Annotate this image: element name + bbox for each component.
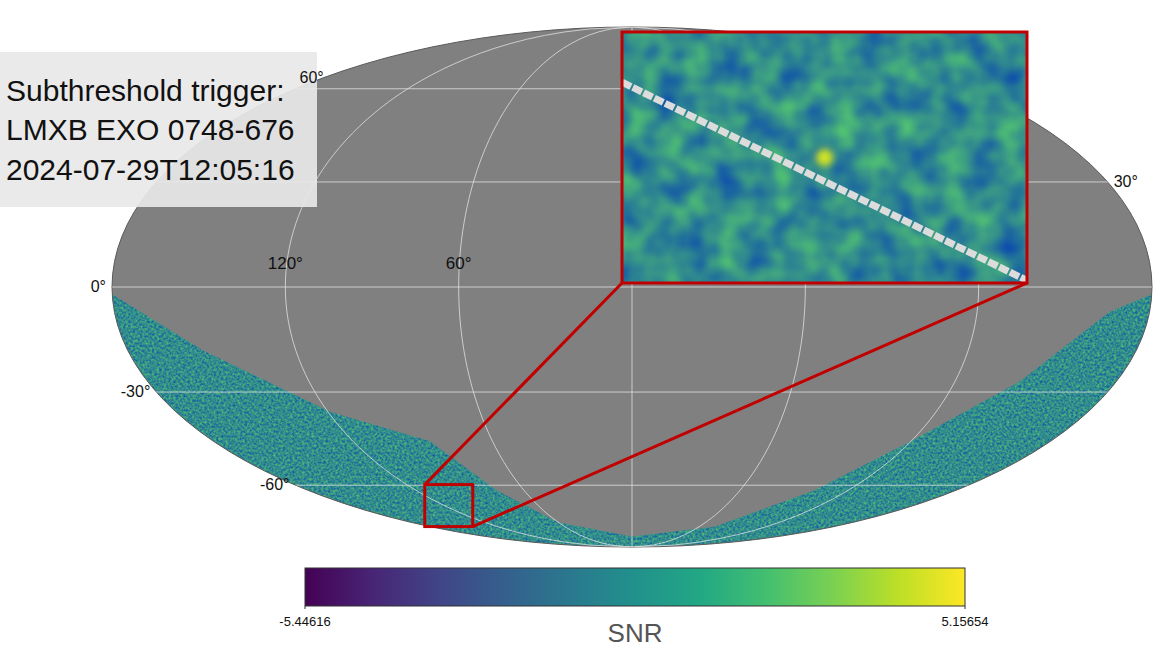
inset bbox=[622, 32, 1027, 283]
lon-label: 120° bbox=[268, 254, 303, 273]
meridian bbox=[285, 27, 632, 547]
colorbar-tick-label: -5.44616 bbox=[279, 614, 330, 629]
lat-label: 60° bbox=[299, 69, 323, 86]
sky-map: Subthreshold trigger: LMXB EXO 0748-676 20… bbox=[0, 0, 1162, 649]
annotation-line: 2024-07-29T12:05:16 bbox=[6, 153, 295, 186]
lat-label: -60° bbox=[260, 476, 290, 493]
inset-texture bbox=[622, 32, 1027, 283]
colorbar-tick bbox=[965, 606, 966, 609]
lat-label: -30° bbox=[121, 383, 151, 400]
colorbar-tick bbox=[305, 606, 306, 609]
zoom-line bbox=[473, 283, 1027, 527]
annotation: Subthreshold trigger: LMXB EXO 0748-676 20… bbox=[0, 52, 317, 207]
lat-label: 0° bbox=[91, 278, 106, 295]
trigger-spot bbox=[816, 149, 834, 167]
annotation-line: LMXB EXO 0748-676 bbox=[6, 113, 295, 146]
annotation-line: Subthreshold trigger: bbox=[6, 74, 285, 107]
colorbar: -5.44616 5.15654 SNR bbox=[279, 568, 988, 648]
zoom-line bbox=[425, 283, 622, 485]
axis-labels: 120° 60° 60° 30° 0° -30° -60° bbox=[91, 69, 1138, 493]
annotation-box bbox=[0, 52, 317, 207]
colorbar-scale bbox=[305, 568, 965, 606]
colorbar-tick-label: 5.15654 bbox=[942, 614, 989, 629]
lon-label: 60° bbox=[446, 254, 472, 273]
inset-content bbox=[622, 32, 1027, 283]
inset-streak bbox=[622, 82, 1027, 280]
colorbar-label: SNR bbox=[608, 618, 663, 648]
inset-frame bbox=[622, 32, 1027, 283]
lat-label: 30° bbox=[1114, 173, 1138, 190]
zoom-guides bbox=[425, 283, 1027, 527]
zoom-box bbox=[425, 485, 473, 527]
